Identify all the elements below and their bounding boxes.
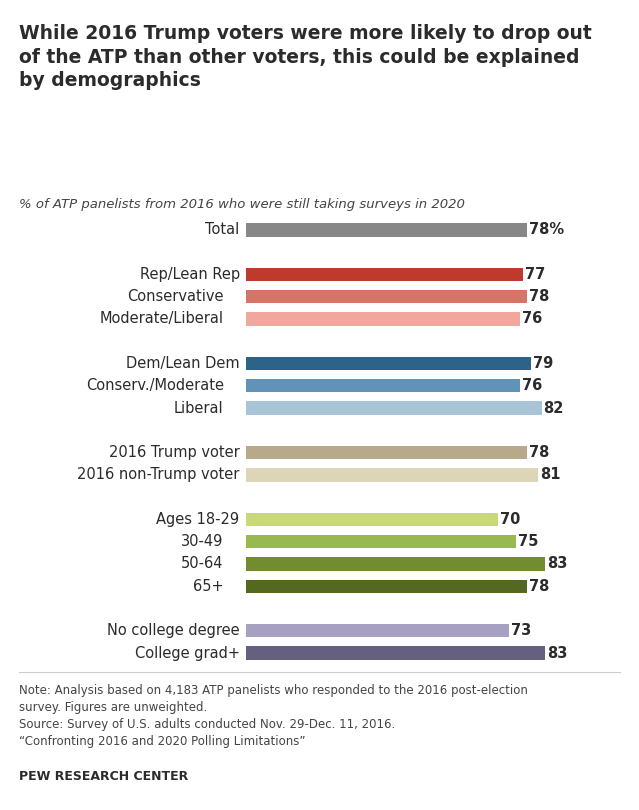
- Text: Ages 18-29: Ages 18-29: [157, 512, 240, 527]
- Text: PEW RESEARCH CENTER: PEW RESEARCH CENTER: [19, 770, 189, 782]
- Text: 79: 79: [532, 356, 553, 371]
- Bar: [246, 267, 523, 281]
- Bar: [246, 223, 527, 237]
- Bar: [246, 535, 516, 548]
- Bar: [246, 513, 498, 526]
- Text: 77: 77: [525, 266, 546, 282]
- Bar: [246, 468, 538, 481]
- Text: 83: 83: [547, 646, 567, 661]
- Text: Moderate/Liberal: Moderate/Liberal: [100, 311, 224, 326]
- Bar: [246, 646, 545, 659]
- Text: 78%: 78%: [529, 222, 564, 237]
- Text: 50-64: 50-64: [181, 556, 224, 572]
- Text: 73: 73: [511, 623, 531, 638]
- Bar: [246, 290, 527, 304]
- Text: Total: Total: [205, 222, 240, 237]
- Text: 70: 70: [500, 512, 520, 527]
- Bar: [246, 312, 520, 326]
- Text: Dem/Lean Dem: Dem/Lean Dem: [126, 356, 240, 371]
- Text: Rep/Lean Rep: Rep/Lean Rep: [139, 266, 240, 282]
- Text: Note: Analysis based on 4,183 ATP panelists who responded to the 2016 post-elect: Note: Analysis based on 4,183 ATP paneli…: [19, 684, 528, 748]
- Bar: [246, 379, 520, 393]
- Bar: [246, 624, 509, 637]
- Text: Liberal: Liberal: [174, 400, 224, 416]
- Text: 81: 81: [540, 467, 560, 483]
- Text: 30-49: 30-49: [181, 534, 224, 549]
- Text: 82: 82: [543, 400, 564, 416]
- Text: No college degree: No college degree: [107, 623, 240, 638]
- Text: 78: 78: [529, 445, 550, 460]
- Text: Conserv./Moderate: Conserv./Moderate: [86, 378, 224, 394]
- Bar: [246, 580, 527, 593]
- Text: College grad+: College grad+: [135, 646, 240, 661]
- Text: 83: 83: [547, 556, 567, 572]
- Text: 65+: 65+: [193, 578, 224, 594]
- Text: While 2016 Trump voters were more likely to drop out
of the ATP than other voter: While 2016 Trump voters were more likely…: [19, 24, 592, 90]
- Text: 76: 76: [521, 378, 542, 394]
- Bar: [246, 402, 541, 415]
- Bar: [246, 446, 527, 459]
- Text: Conservative: Conservative: [127, 289, 224, 305]
- Text: 78: 78: [529, 289, 550, 305]
- Text: 2016 Trump voter: 2016 Trump voter: [109, 445, 240, 460]
- Bar: [246, 357, 531, 370]
- Text: % of ATP panelists from 2016 who were still taking surveys in 2020: % of ATP panelists from 2016 who were st…: [19, 198, 465, 211]
- Text: 75: 75: [518, 534, 539, 549]
- Text: 2016 non-Trump voter: 2016 non-Trump voter: [77, 467, 240, 483]
- Text: 78: 78: [529, 578, 550, 594]
- Text: 76: 76: [521, 311, 542, 326]
- Bar: [246, 557, 545, 570]
